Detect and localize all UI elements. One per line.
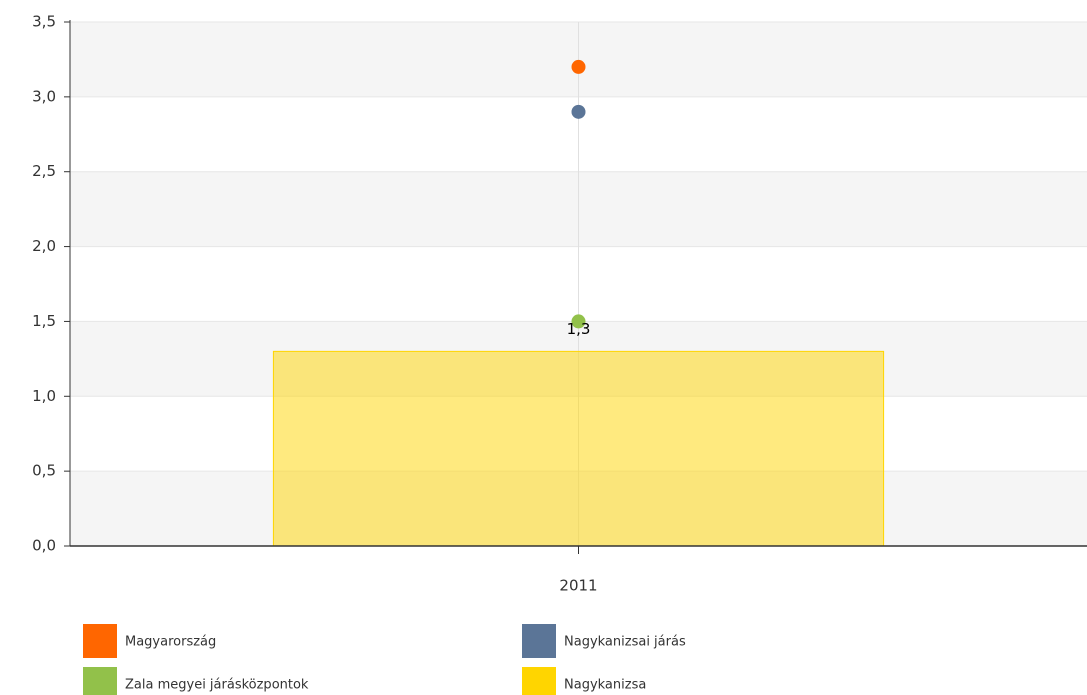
legend-swatch	[522, 624, 556, 658]
point	[571, 59, 586, 74]
bar	[272, 350, 885, 547]
point	[571, 104, 586, 119]
y-tick-label: 1,0	[32, 387, 56, 405]
legend-swatch	[83, 624, 117, 658]
data-label: 1,3	[567, 320, 591, 338]
y-tick-label: 3,0	[32, 87, 56, 105]
legend-label: Nagykanizsa	[564, 678, 646, 693]
point	[571, 314, 586, 329]
legend-swatch	[83, 667, 117, 695]
legend-swatch	[522, 667, 556, 695]
legend-label: Nagykanizsai járás	[564, 635, 686, 650]
legend-label: Zala megyei járásközpontok	[125, 678, 309, 693]
y-tick-label: 1,5	[32, 312, 56, 330]
x-tick-label: 2011	[559, 577, 597, 595]
y-tick-label: 2,0	[32, 237, 56, 255]
y-tick-label: 3,5	[32, 13, 56, 31]
y-tick-label: 0,5	[32, 462, 56, 480]
y-tick-label: 0,0	[32, 537, 56, 555]
legend-label: Magyarország	[125, 635, 216, 650]
y-tick-label: 2,5	[32, 162, 56, 180]
